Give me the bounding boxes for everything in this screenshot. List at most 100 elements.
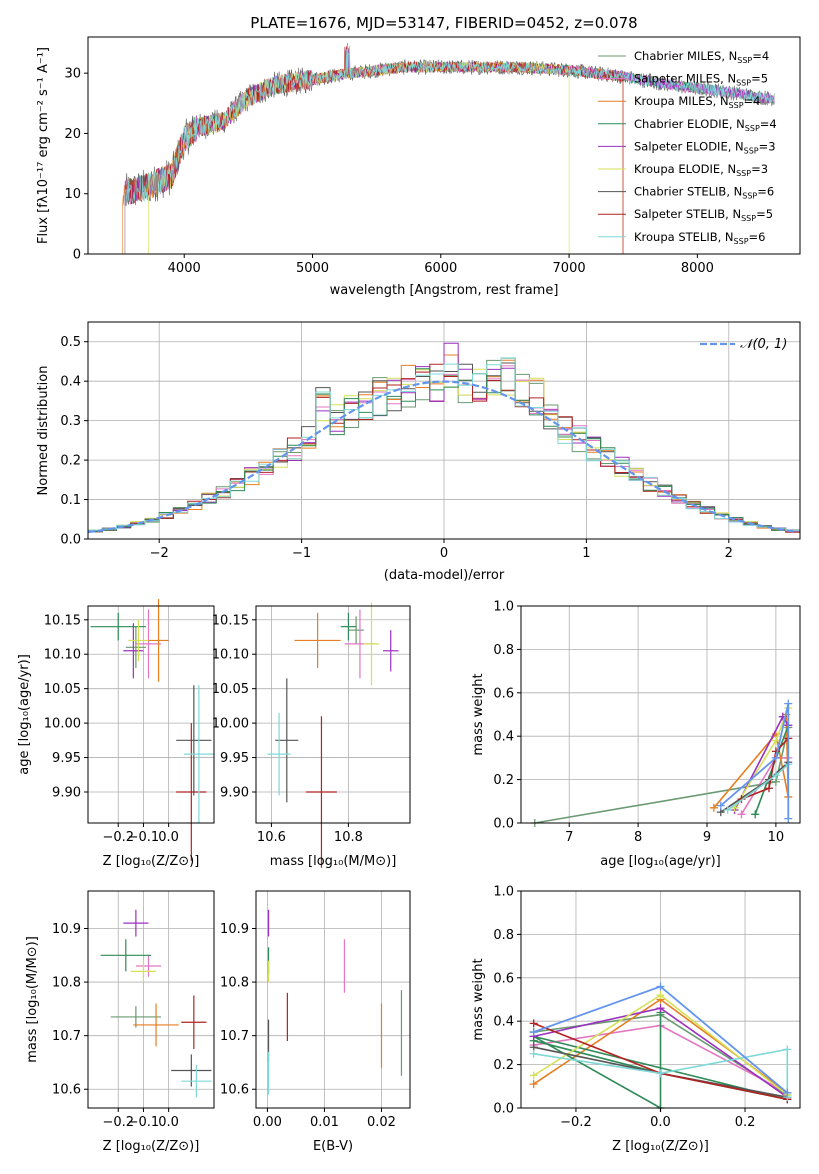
legend-label: Salpeter STELIB, NSSP=5 bbox=[634, 207, 773, 223]
frame-mass_weight_vs_age: 7 8 9 10 0.0 0.2 0.4 0.6 0.8 1.0 bbox=[493, 600, 801, 845]
chart-title: PLATE=1676, MJD=53147, FIBERID=0452, z=0… bbox=[250, 14, 637, 32]
legend-sub: SSP bbox=[744, 146, 759, 155]
tick-label-x: 0.01 bbox=[310, 1115, 339, 1130]
legend-eq: =4 bbox=[744, 94, 761, 108]
tick-label-y: 30 bbox=[64, 67, 81, 82]
y-axis-label: mass [log₁₀(M/M⊙)] bbox=[25, 936, 40, 1063]
weight-marker bbox=[529, 1071, 538, 1080]
axes-frame bbox=[87, 605, 215, 824]
weight-marker bbox=[656, 982, 665, 991]
weight-marker bbox=[709, 803, 718, 812]
axes-mass_weight_vs_Z bbox=[521, 890, 800, 1112]
weight-marker bbox=[765, 784, 773, 793]
spectrum-line-5 bbox=[148, 46, 570, 254]
weight-marker bbox=[771, 771, 780, 780]
legend-label: Chabrier STELIB, NSSP=6 bbox=[634, 185, 774, 201]
weight-marker bbox=[751, 810, 760, 819]
legend-label: Salpeter MILES, NSSP=5 bbox=[634, 72, 768, 88]
tick-label-x: −0.1 bbox=[128, 830, 160, 845]
weight-marker bbox=[529, 1028, 538, 1037]
tick-label-x: 0 bbox=[440, 546, 448, 561]
tick-label-y: 10.15 bbox=[212, 613, 249, 628]
axes-spectrum bbox=[122, 43, 775, 254]
tick-label-x: 7000 bbox=[553, 261, 586, 276]
weight-marker bbox=[529, 1080, 538, 1089]
axes-mass_vs_ebv bbox=[256, 891, 410, 1108]
histogram-series-3 bbox=[88, 357, 800, 533]
tick-label-x: −2 bbox=[150, 546, 169, 561]
tick-label-y: 10.10 bbox=[44, 648, 81, 663]
legend-label: Salpeter ELODIE, NSSP=3 bbox=[634, 139, 776, 155]
tick-label-x: −1 bbox=[292, 546, 311, 561]
tick-label-x: 10 bbox=[768, 830, 785, 845]
legend-label: Kroupa STELIB, NSSP=6 bbox=[634, 230, 765, 246]
tick-label-x: −0.1 bbox=[128, 1115, 160, 1130]
legend: Chabrier MILES, NSSP=4 Salpeter MILES, NS… bbox=[598, 49, 777, 246]
tick-label-x: 0.02 bbox=[367, 1115, 396, 1130]
tick-label-y: 0.0 bbox=[493, 817, 514, 832]
axes-frame bbox=[87, 36, 801, 255]
tick-label-x: 0.2 bbox=[735, 1115, 756, 1130]
tick-label-y: 0.3 bbox=[60, 414, 81, 429]
legend-eq: =3 bbox=[751, 162, 768, 176]
spectrum-line-7 bbox=[124, 46, 624, 254]
tick-label-y: 10.7 bbox=[220, 1029, 249, 1044]
tick-label-y: 10.00 bbox=[44, 717, 81, 732]
frame-spectrum: 4000 5000 6000 7000 8000 0 10 20 30 bbox=[64, 36, 801, 276]
axes-age_vs_Z bbox=[88, 599, 214, 861]
tick-label-y: 20 bbox=[64, 127, 81, 142]
legend-sub: SSP bbox=[736, 169, 751, 178]
weight-marker bbox=[656, 1069, 665, 1078]
weight-marker bbox=[716, 801, 725, 810]
tick-label-y: 0.0 bbox=[60, 533, 81, 548]
normal-curve bbox=[87, 380, 798, 534]
x-axis-label: wavelength [Angstrom, rest frame] bbox=[330, 283, 559, 298]
axes-frame bbox=[520, 605, 801, 824]
frame-age_vs_Z: −0.2−0.1 0.0 9.90 9.95 10.00 10.05 10.10 10.15 bbox=[44, 605, 215, 845]
tick-label-x: 8000 bbox=[681, 261, 714, 276]
tick-label-y: 10.7 bbox=[52, 1029, 81, 1044]
frame-mass_vs_Z: −0.2−0.1 0.0 10.6 10.7 10.8 10.9 bbox=[52, 890, 215, 1130]
weight-line-8 bbox=[533, 1048, 789, 1098]
axes-mass_vs_Z bbox=[88, 891, 214, 1108]
weight-marker bbox=[783, 1045, 792, 1054]
tick-label-y: 0.8 bbox=[493, 928, 514, 943]
tick-label-x: −0.2 bbox=[102, 1115, 134, 1130]
tick-label-y: 10.8 bbox=[220, 976, 249, 991]
tick-label-x: 10.6 bbox=[257, 830, 286, 845]
tick-label-y: 10.05 bbox=[212, 682, 249, 697]
tick-label-y: 1.0 bbox=[493, 885, 514, 900]
tick-label-x: 0.0 bbox=[158, 1115, 179, 1130]
tick-label-x: 4000 bbox=[168, 261, 201, 276]
weight-marker bbox=[723, 805, 732, 814]
frame-mass_vs_ebv: 0.00 0.01 0.02 10.6 10.7 10.8 10.9 bbox=[220, 890, 411, 1130]
weight-line-3 bbox=[533, 1012, 788, 1110]
frame-age_vs_mass: 10.6 10.8 9.90 9.95 10.00 10.05 10.10 10.15 bbox=[212, 605, 411, 845]
axes-age_vs_mass bbox=[256, 602, 410, 868]
tick-label-y: 1.0 bbox=[493, 600, 514, 615]
x-axis-label: Z [log₁₀(Z/Z⊙)] bbox=[103, 854, 200, 869]
legend-eq: =3 bbox=[759, 139, 776, 153]
legend-sub: SSP bbox=[741, 214, 756, 223]
tick-label-x: 5000 bbox=[296, 261, 329, 276]
legend-sub: SSP bbox=[742, 192, 757, 201]
weight-line-0 bbox=[534, 727, 790, 824]
legend-sub: SSP bbox=[736, 79, 751, 88]
frame-mass_weight_vs_Z: −0.2 0.0 0.2 0.0 0.2 0.4 0.6 0.8 1.0 bbox=[493, 885, 801, 1130]
tick-label-y: 0.2 bbox=[493, 773, 514, 788]
legend-eq: =6 bbox=[757, 185, 774, 199]
legend-sub: SSP bbox=[745, 124, 760, 133]
legend-label: Chabrier MILES, NSSP=4 bbox=[634, 49, 769, 65]
tick-label-y: 0.2 bbox=[493, 1058, 514, 1073]
tick-label-y: 10.6 bbox=[52, 1083, 81, 1098]
tick-label-y: 0.2 bbox=[60, 454, 81, 469]
tick-label-y: 0.0 bbox=[493, 1102, 514, 1117]
tick-label-y: 10.05 bbox=[44, 682, 81, 697]
y-axis-label: Normed distribution bbox=[36, 366, 51, 496]
weight-marker bbox=[771, 753, 780, 762]
tick-label-x: 0.00 bbox=[253, 1115, 282, 1130]
tick-label-y: 10.15 bbox=[44, 613, 81, 628]
weight-marker bbox=[737, 810, 746, 819]
